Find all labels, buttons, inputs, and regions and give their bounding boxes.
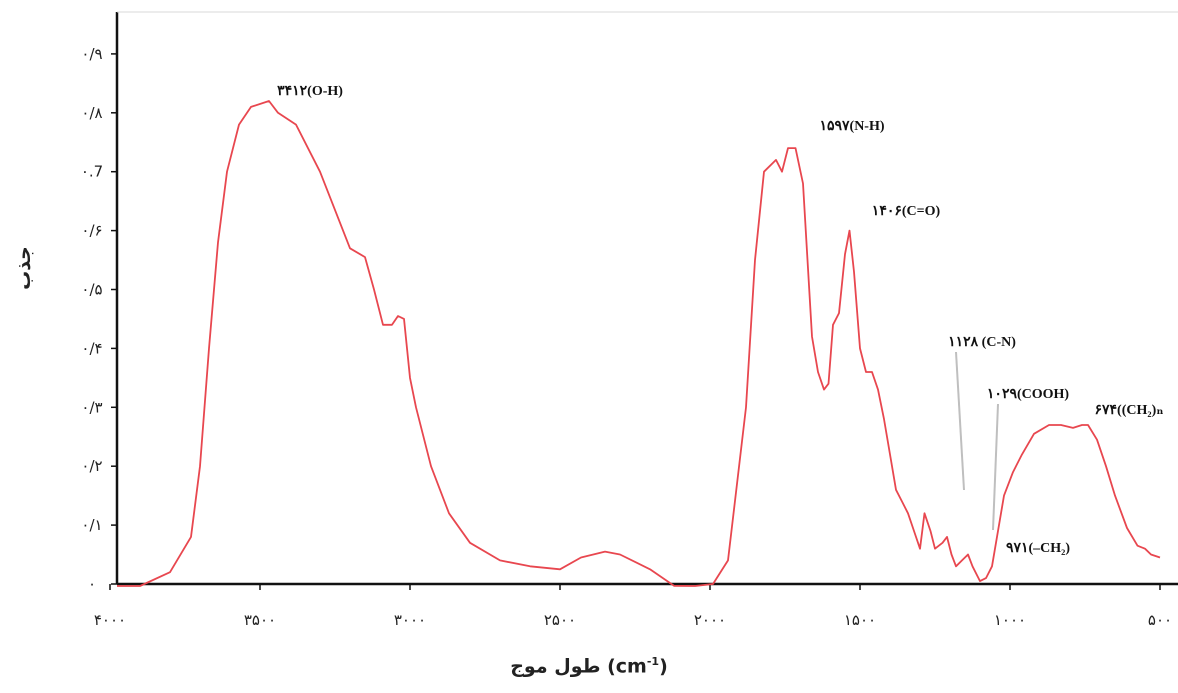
- x-tick-label: ۵۰۰: [1148, 611, 1172, 629]
- x-tick-label: ۲۰۰۰: [694, 611, 726, 629]
- annotation-1029: ۱۰۲۹(COOH): [987, 387, 1070, 402]
- annotation-1128: ۱۱۲۸ (C-N): [948, 335, 1016, 350]
- spectrum-line: [117, 100, 1161, 587]
- x-axis-title: طول موج (cm-1): [0, 655, 1178, 677]
- plot-frame: [115, 11, 1178, 586]
- annotation-971: ۹۷۱(–CH₂): [1006, 541, 1070, 556]
- x-tick-label: ۳۰۰۰: [394, 611, 426, 629]
- x-tick-label: ۱۰۰۰: [994, 611, 1026, 629]
- y-axis-title: جذب: [13, 246, 35, 290]
- x-tick-label: ۲۵۰۰: [544, 611, 576, 629]
- peak-annotations: ۳۴۱۲(O-H) ۱۵۹۷(N-H) ۱۴۰۶(C=O) ۱۱۲۸ (C-N)…: [277, 84, 1163, 556]
- callout-line-1128: [955, 351, 965, 491]
- y-tick-label: ۰/۶: [81, 222, 102, 240]
- annotation-1406: ۱۴۰۶(C=O): [872, 204, 941, 219]
- series-group: [117, 100, 1161, 587]
- axis-ticks: ۴۰۰۰ ۳۵۰۰ ۳۰۰۰ ۲۵۰۰ ۲۰۰۰ ۱۵۰۰ ۱۰۰۰ ۵۰۰ ۰ ۰/۱ ۰/۲ ۰/…: [81, 45, 1172, 629]
- x-axis-title-prefix: طول موج (cm: [510, 655, 647, 678]
- y-tick-label: ۰: [88, 575, 96, 593]
- y-tick-label: ۰/۵: [81, 281, 102, 299]
- y-tick-label: ۰/۱: [81, 516, 102, 534]
- x-tick-label: ۳۵۰۰: [244, 611, 276, 629]
- annotation-callouts: [955, 351, 999, 531]
- annotation-674: ۶۷۴((CH₂)ₙ: [1094, 403, 1163, 418]
- y-tick-label: ۰/۸: [81, 104, 102, 122]
- y-tick-label: ۰/۲: [81, 457, 102, 475]
- x-tick-label: ۱۵۰۰: [844, 611, 876, 629]
- callout-line-1029: [992, 403, 999, 531]
- annotation-3412: ۳۴۱۲(O-H): [277, 84, 343, 99]
- y-tick-label: ۰/۴: [81, 339, 102, 357]
- x-axis-title-suffix: ): [659, 655, 668, 678]
- y-tick-label: ۰/۹: [81, 45, 102, 63]
- y-tick-label: ۰.7: [81, 163, 103, 181]
- y-tick-label: ۰/۳: [81, 398, 102, 416]
- x-tick-label: ۴۰۰۰: [94, 611, 126, 629]
- x-axis-title-sup: -1: [646, 655, 660, 668]
- annotation-1597: ۱۵۹۷(N-H): [819, 119, 884, 134]
